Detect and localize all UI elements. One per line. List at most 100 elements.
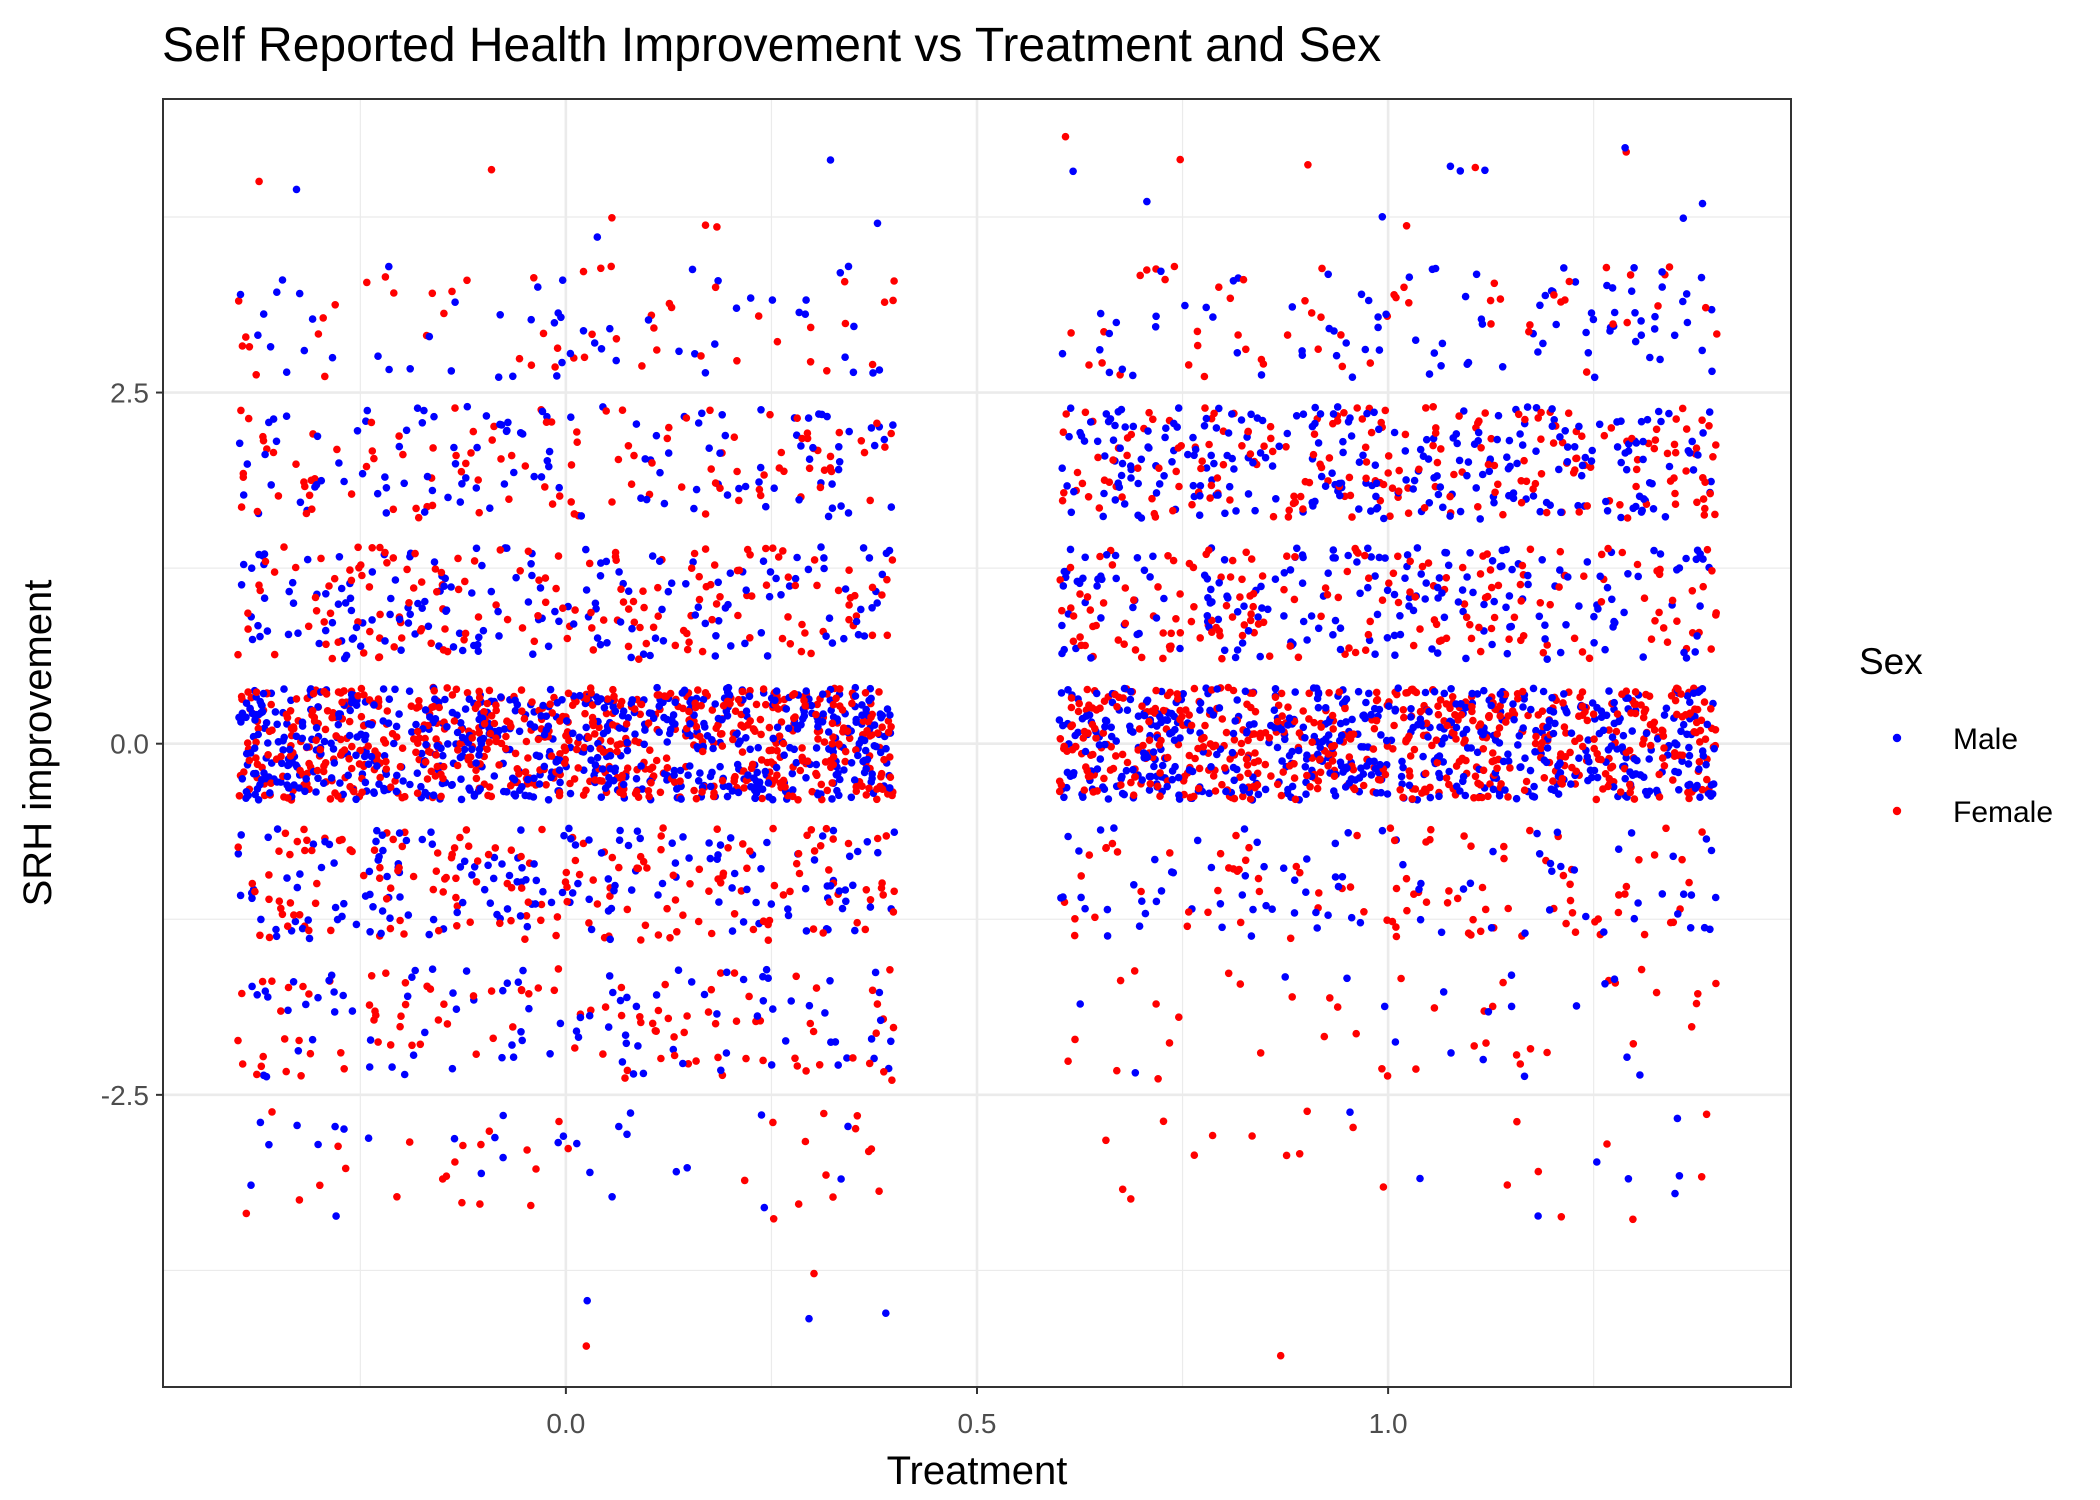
data-point-female — [866, 896, 875, 904]
data-point-female — [524, 898, 533, 906]
data-point-female — [1711, 510, 1719, 519]
data-point-male — [1168, 458, 1176, 466]
data-point-male — [470, 792, 479, 800]
data-point-female — [1678, 855, 1686, 864]
data-point-male — [579, 327, 588, 335]
data-point-female — [405, 599, 413, 607]
data-point-male — [1375, 553, 1384, 562]
data-point-male — [1101, 452, 1109, 460]
data-point-male — [817, 543, 825, 551]
data-point-female — [719, 869, 728, 878]
data-point-female — [1388, 917, 1397, 926]
x-tick-label: 0.5 — [958, 1408, 997, 1439]
data-point-female — [1130, 596, 1138, 604]
data-point-female — [601, 1003, 610, 1011]
data-point-male — [876, 1016, 885, 1025]
data-point-male — [761, 767, 770, 776]
data-point-female — [697, 352, 705, 360]
data-point-female — [1155, 741, 1164, 749]
data-point-male — [1247, 410, 1255, 419]
data-point-male — [1390, 631, 1399, 640]
x-axis: 0.0 0.5 1.0 — [546, 1387, 1408, 1439]
data-point-female — [669, 871, 678, 880]
data-point-female — [368, 447, 377, 455]
data-point-female — [487, 712, 496, 720]
data-point-male — [1665, 409, 1673, 418]
data-point-female — [429, 702, 438, 711]
data-point-male — [1112, 574, 1120, 583]
data-point-male — [845, 427, 853, 436]
data-point-male — [334, 600, 343, 608]
data-point-male — [367, 752, 376, 761]
data-point-male — [1459, 777, 1467, 786]
data-point-male — [400, 1070, 409, 1079]
data-point-female — [1367, 428, 1376, 437]
data-point-male — [701, 723, 709, 731]
data-point-male — [437, 744, 445, 753]
data-point-male — [475, 745, 484, 754]
data-point-male — [1671, 1189, 1679, 1198]
data-point-male — [518, 864, 526, 872]
data-point-male — [1160, 472, 1168, 480]
data-point-male — [1261, 785, 1270, 794]
data-point-female — [791, 713, 799, 721]
data-point-male — [1620, 608, 1628, 617]
data-point-female — [1177, 442, 1185, 450]
data-point-male — [768, 296, 777, 304]
data-point-male — [1440, 689, 1449, 698]
data-point-female — [398, 842, 407, 851]
data-point-female — [852, 612, 861, 620]
data-point-female — [1244, 427, 1252, 436]
data-point-female — [564, 1144, 572, 1153]
data-point-female — [524, 754, 532, 762]
data-point-male — [756, 463, 765, 472]
data-point-male — [1196, 706, 1204, 714]
data-point-male — [1233, 349, 1242, 357]
data-point-male — [850, 322, 858, 331]
data-point-male — [646, 651, 654, 660]
data-point-male — [827, 1038, 835, 1046]
data-point-female — [258, 977, 267, 986]
data-point-female — [1422, 898, 1431, 906]
data-point-male — [1535, 612, 1544, 621]
data-point-female — [255, 581, 263, 589]
data-point-female — [836, 702, 844, 710]
data-point-female — [308, 846, 316, 855]
data-point-male — [765, 592, 774, 601]
data-point-female — [362, 462, 371, 471]
data-point-female — [881, 443, 889, 451]
data-point-female — [1154, 1075, 1162, 1083]
data-point-female — [1517, 498, 1526, 507]
data-point-female — [1068, 721, 1077, 729]
data-point-male — [479, 734, 488, 743]
data-point-male — [1364, 544, 1372, 553]
data-point-male — [292, 185, 301, 194]
data-point-male — [1706, 925, 1714, 934]
data-point-male — [1147, 772, 1155, 781]
data-point-male — [1188, 767, 1197, 776]
data-point-male — [443, 723, 451, 731]
data-point-female — [643, 864, 651, 872]
data-point-female — [389, 835, 398, 844]
data-point-male — [272, 437, 281, 446]
data-point-male — [1606, 327, 1614, 335]
data-point-male — [450, 443, 458, 452]
data-point-male — [555, 766, 564, 774]
data-point-female — [698, 647, 707, 656]
data-point-female — [801, 1137, 810, 1146]
data-point-female — [1543, 1048, 1551, 1057]
data-point-female — [313, 879, 321, 888]
data-point-female — [456, 739, 465, 748]
data-point-female — [1094, 453, 1102, 462]
data-point-female — [840, 277, 849, 286]
data-point-female — [1245, 843, 1253, 852]
data-point-female — [1493, 764, 1501, 773]
data-point-female — [1204, 908, 1212, 917]
data-point-male — [239, 491, 248, 499]
data-point-male — [1416, 1174, 1424, 1183]
data-point-female — [1283, 552, 1291, 560]
data-point-male — [626, 1109, 635, 1117]
data-point-male — [876, 748, 885, 757]
data-point-female — [1056, 576, 1064, 584]
data-point-male — [723, 491, 732, 499]
